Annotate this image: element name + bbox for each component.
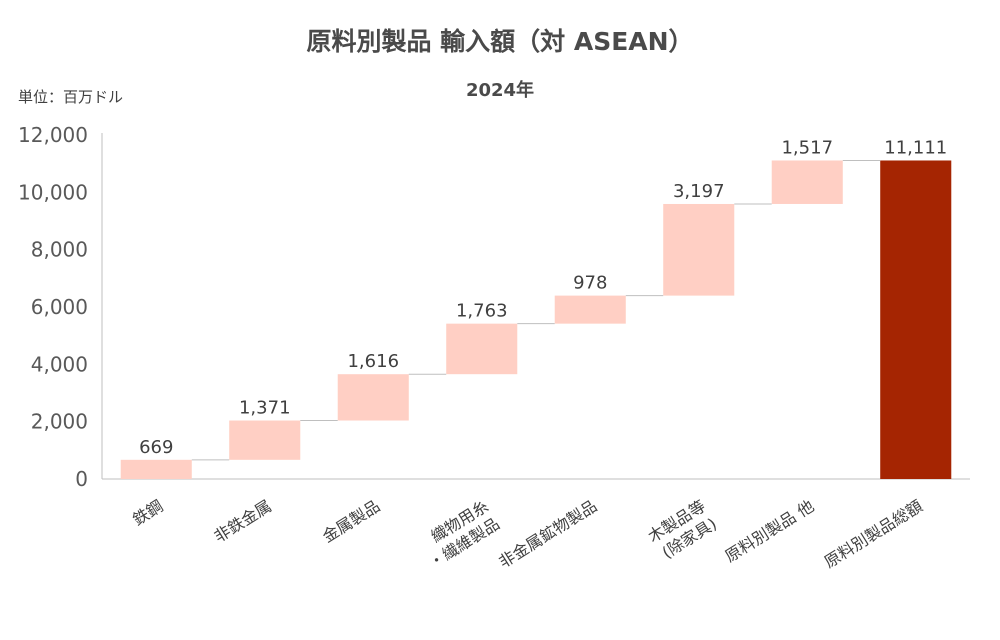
category-label-line: 非鉄金属: [211, 496, 275, 546]
category-label: 原料別製品 他: [722, 496, 818, 566]
category-label: 織物用糸・繊維製品: [425, 496, 503, 572]
y-tick-label: 4,000: [31, 352, 88, 376]
category-label: 原料別製品総額: [821, 496, 926, 571]
increment-bar: [554, 295, 626, 324]
data-label: 3,197: [673, 181, 725, 202]
data-label: 1,763: [456, 301, 508, 322]
data-label: 669: [139, 437, 173, 458]
y-tick-label: 0: [75, 467, 88, 491]
category-label: 金属製品: [319, 496, 383, 546]
category-label: 非金属鉱物製品: [495, 496, 600, 571]
category-label: 木製品等(除家具): [645, 496, 720, 562]
increment-bar: [229, 420, 301, 460]
y-tick-label: 8,000: [31, 238, 88, 262]
increment-bar: [771, 160, 843, 204]
category-label-line: 非金属鉱物製品: [495, 496, 600, 571]
data-label: 978: [573, 273, 607, 294]
increment-bar: [663, 203, 735, 296]
category-label-line: 鉄鋼: [129, 496, 166, 529]
category-label-line: 原料別製品 他: [722, 496, 818, 566]
data-label: 1,616: [347, 351, 399, 372]
increment-bar: [337, 374, 409, 421]
chart-title: 原料別製品 輸入額（対 ASEAN）: [306, 27, 694, 56]
category-label: 非鉄金属: [211, 496, 275, 546]
data-label: 11,111: [884, 137, 947, 158]
total-bar: [880, 160, 952, 479]
y-tick-label: 2,000: [31, 410, 88, 434]
y-tick-label: 6,000: [31, 295, 88, 319]
category-label-line: 金属製品: [319, 496, 383, 546]
y-tick-label: 12,000: [18, 123, 88, 147]
data-label: 1,371: [239, 398, 291, 419]
increment-bar: [120, 459, 192, 479]
chart-subtitle: 2024年: [465, 80, 535, 101]
increment-bar: [446, 323, 518, 375]
unit-label: 単位：百万ドル: [18, 88, 124, 106]
data-label: 1,517: [781, 137, 833, 158]
category-label: 鉄鋼: [129, 496, 166, 529]
category-label-line: 原料別製品総額: [821, 496, 926, 571]
y-tick-label: 10,000: [18, 180, 88, 204]
